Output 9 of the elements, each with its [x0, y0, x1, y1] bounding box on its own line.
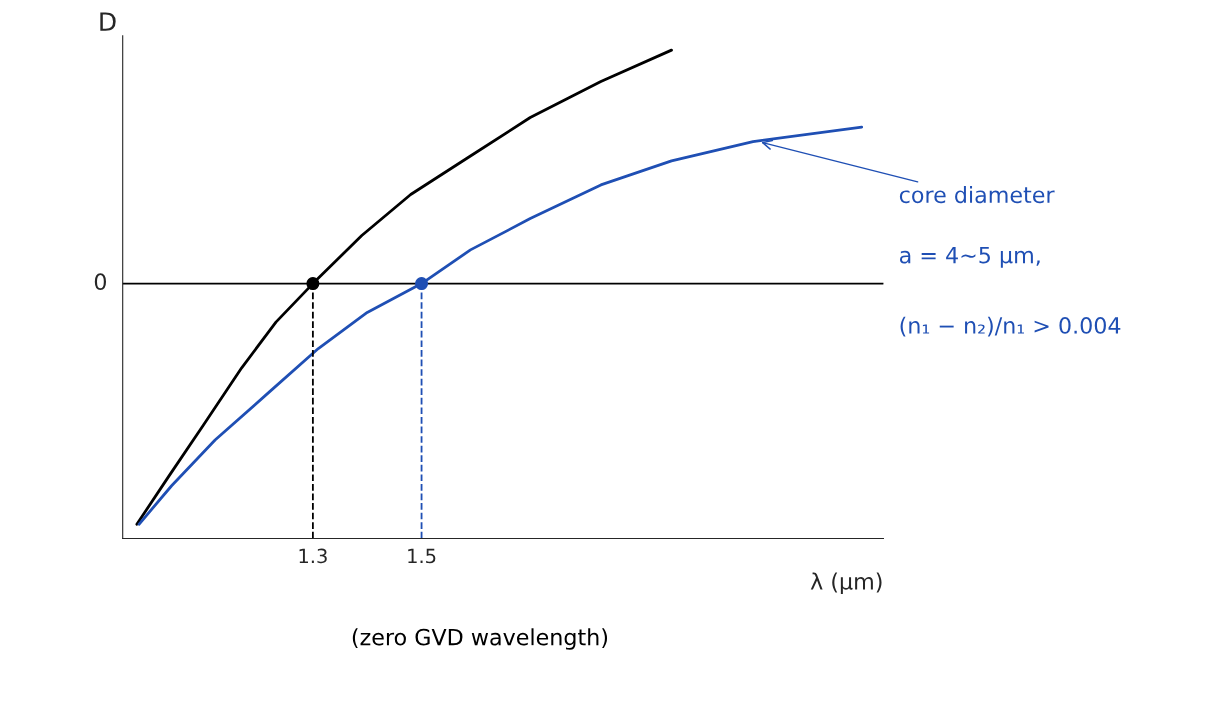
x-axis-title: λ (μm)	[810, 572, 882, 595]
text: (n₁ − n₂)/n₁ > 0.004	[900, 316, 1121, 337]
y-axis-title: D	[100, 12, 116, 31]
x-tick-label: 1.3	[299, 548, 327, 564]
ref-line-label: 0	[94, 273, 107, 291]
x-tick-label: 1.5	[408, 548, 436, 564]
text: (zero GVD wavelength)	[352, 628, 608, 650]
annotation: core diameter	[899, 185, 1055, 204]
text: a = 4∼5 μm,	[899, 246, 1040, 268]
